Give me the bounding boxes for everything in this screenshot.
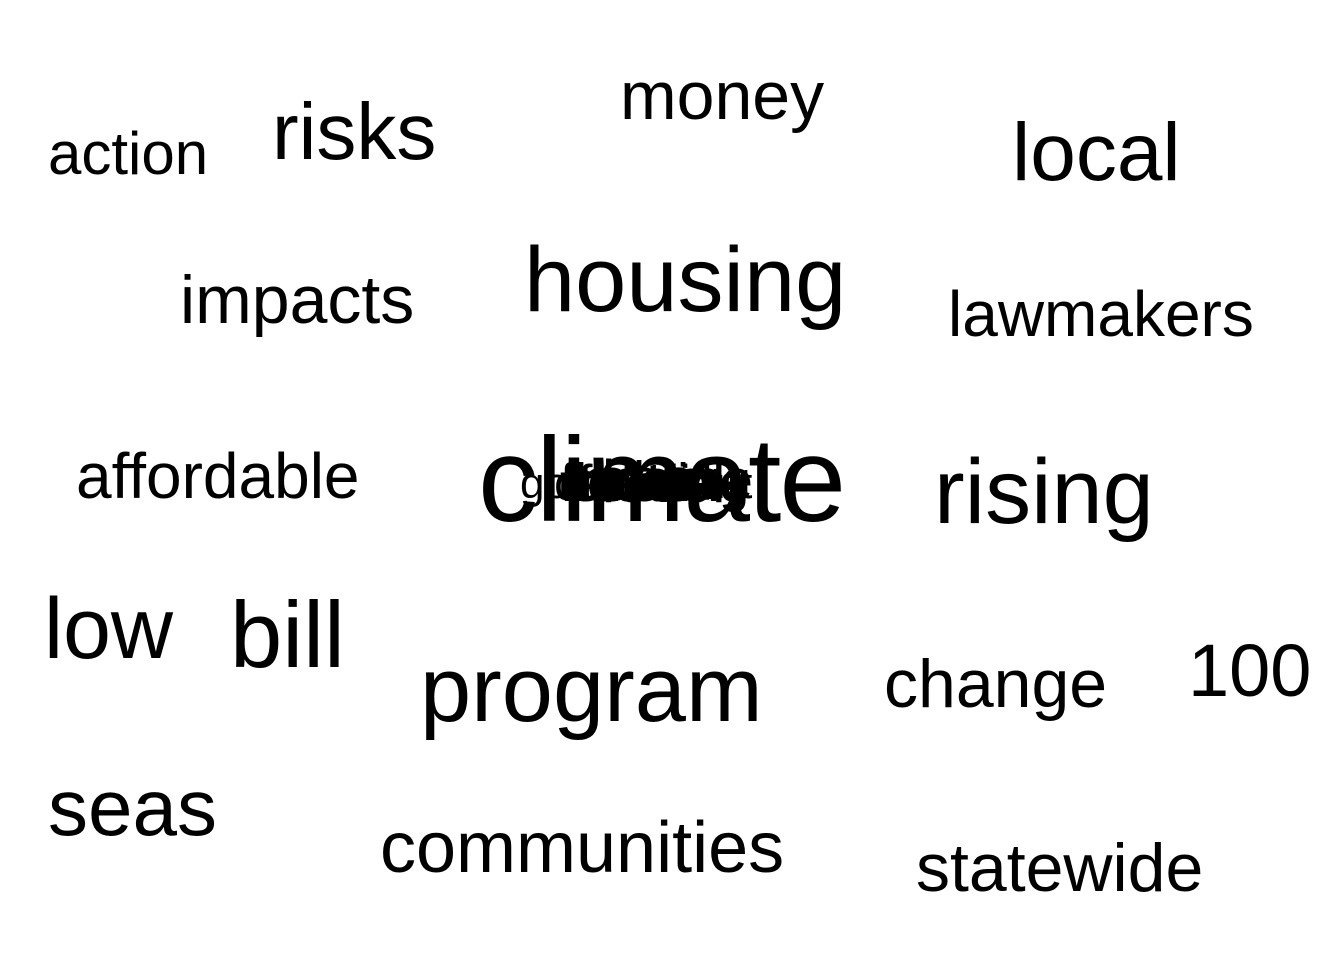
word-seas: seas <box>48 763 217 852</box>
word-change: change <box>884 646 1108 722</box>
word-local: local <box>1012 107 1181 198</box>
word-communities: communities <box>380 808 785 888</box>
word-overlap-3: state <box>572 450 694 513</box>
word-impacts: impacts <box>180 262 415 338</box>
word-overlap-8: coastal <box>554 455 713 511</box>
word-program: program <box>420 639 763 741</box>
overlapping-words-cluster: government income state flooding funding… <box>520 448 820 513</box>
word-overlap-9: million <box>564 451 718 511</box>
word-lawmakers: lawmakers <box>948 278 1254 350</box>
word-bill: bill <box>230 582 345 687</box>
word-rising: rising <box>934 441 1154 543</box>
word-overlap-5: funding <box>578 455 749 513</box>
word-risks: risks <box>272 87 437 176</box>
word-overlap-4: flooding <box>560 453 750 513</box>
word-housing: housing <box>524 229 847 331</box>
word-action: action <box>48 120 209 187</box>
word-overlap-1: government <box>520 459 753 508</box>
word-overlap-10: residents <box>558 457 745 509</box>
word-overlap-7: level <box>602 448 726 515</box>
word-overlap-2: income <box>566 448 753 513</box>
word-money: money <box>620 58 825 134</box>
word-statewide: statewide <box>916 830 1204 906</box>
word-low: low <box>44 581 174 677</box>
word-100: 100 <box>1188 629 1312 712</box>
word-affordable: affordable <box>76 440 360 512</box>
word-overlap-6: sea <box>596 446 696 515</box>
word-climate: climate <box>478 413 846 547</box>
